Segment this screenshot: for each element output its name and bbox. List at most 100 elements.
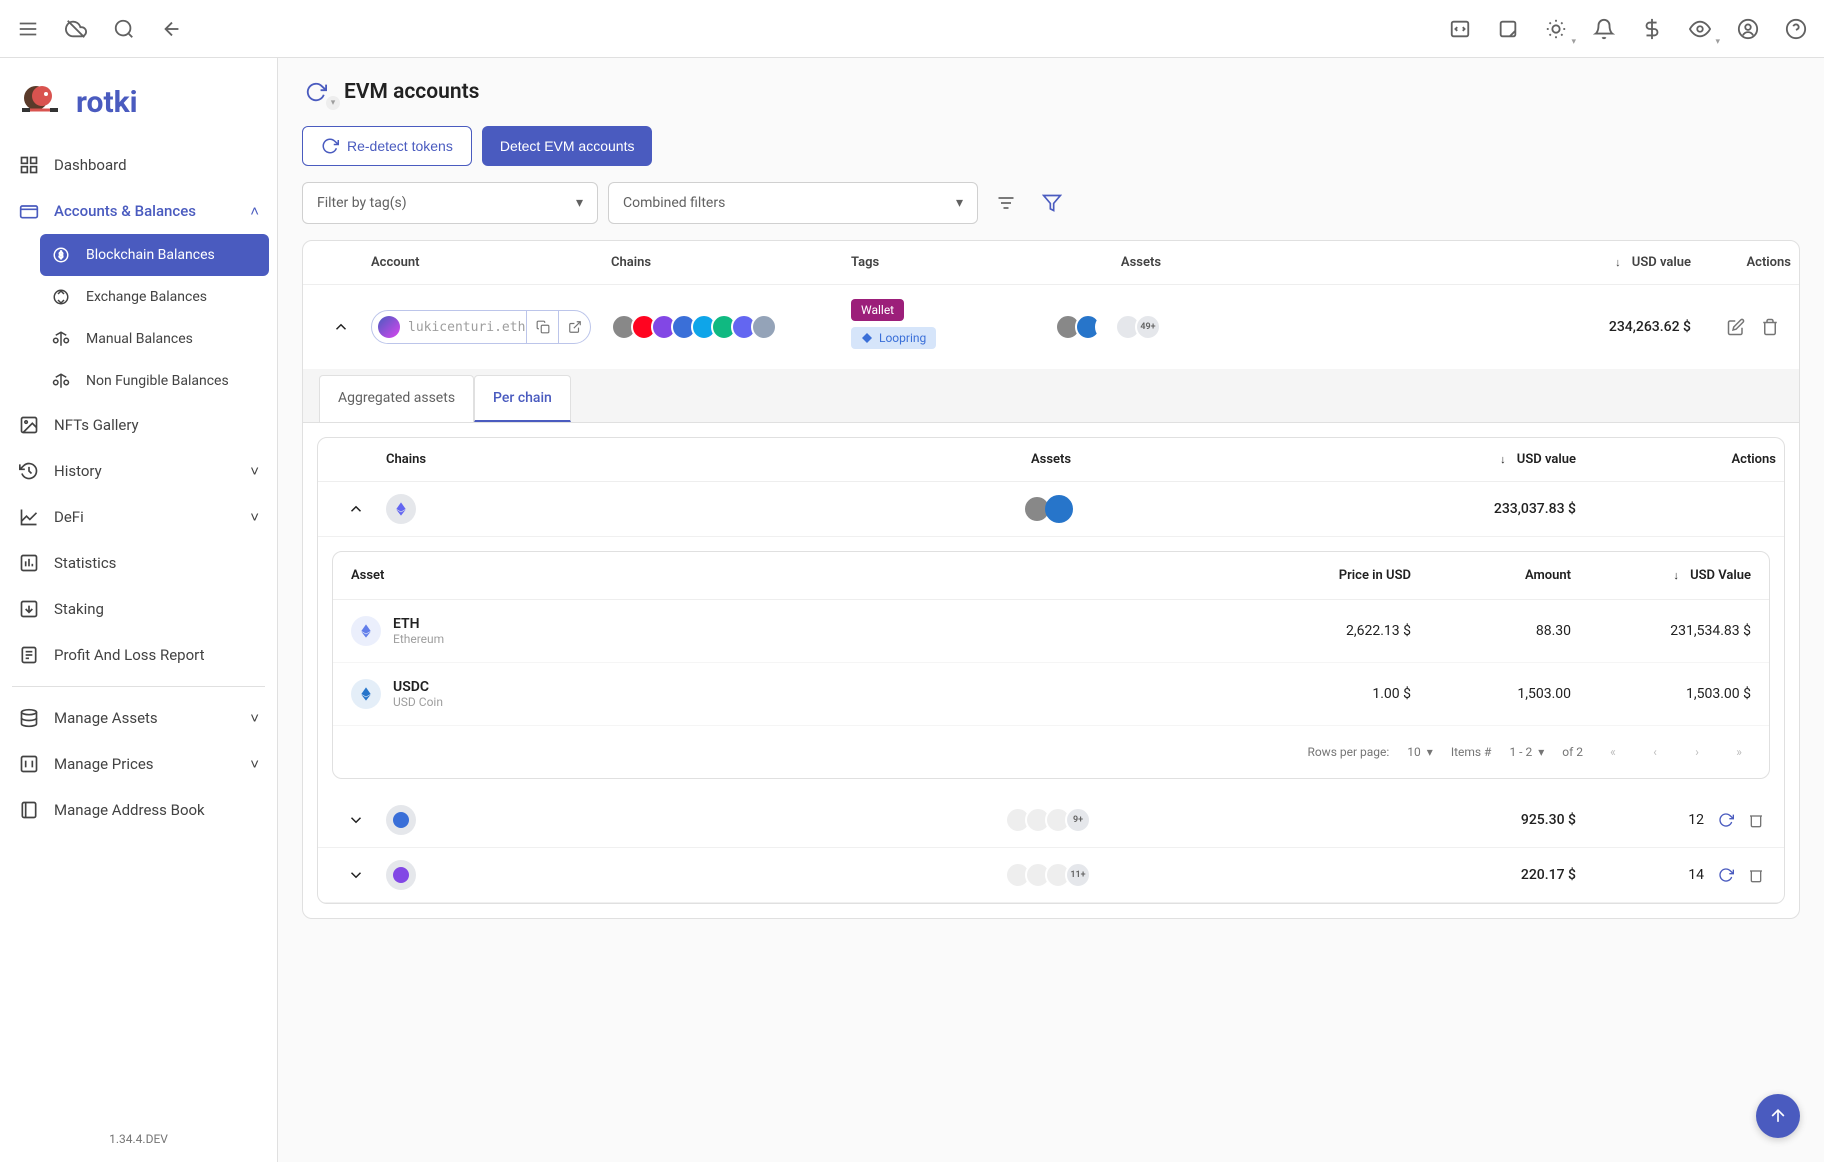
- account-icon[interactable]: [1736, 17, 1760, 41]
- eye-icon[interactable]: ▾: [1688, 17, 1712, 41]
- sidebar-item-label: Dashboard: [54, 156, 127, 174]
- detect-evm-button[interactable]: Detect EVM accounts: [482, 126, 653, 166]
- asset-price: 2,622.13 $: [1231, 623, 1411, 639]
- asset-symbol: ETH: [393, 616, 444, 632]
- chevron-down-icon: ˅: [250, 709, 259, 727]
- col-usd[interactable]: ↓ USD value: [1161, 255, 1691, 270]
- help-icon[interactable]: [1784, 17, 1808, 41]
- account-name: lukicenturi.eth: [400, 320, 526, 335]
- bell-icon[interactable]: [1592, 17, 1616, 41]
- rows-per-page-select[interactable]: 10 ▾: [1407, 745, 1433, 759]
- asset-icon: [351, 679, 381, 709]
- sidebar-item-nft-bal[interactable]: Non Fungible Balances: [40, 360, 269, 402]
- items-label: Items #: [1451, 745, 1492, 759]
- asset-amount: 1,503.00: [1411, 686, 1571, 702]
- logo-text: rotki: [76, 85, 138, 120]
- asset-breakdown-header: Asset Price in USD Amount ↓ USD Value: [333, 552, 1769, 600]
- currency-icon[interactable]: [1640, 17, 1664, 41]
- chevron-up-icon: ˄: [250, 202, 259, 220]
- sidebar-item-statistics[interactable]: Statistics: [8, 540, 269, 586]
- asset-breakdown-table: Asset Price in USD Amount ↓ USD Value ET…: [332, 551, 1770, 779]
- back-icon[interactable]: [160, 17, 184, 41]
- asset-usd: 231,534.83 $: [1571, 623, 1751, 639]
- chain-row-collapsed: 11+220.17 $14: [318, 848, 1784, 903]
- tag-wallet: Wallet: [851, 299, 904, 321]
- redetect-tokens-button[interactable]: Re-detect tokens: [302, 126, 472, 166]
- sidebar-item-defi[interactable]: DeFi˅: [8, 494, 269, 540]
- items-range-select[interactable]: 1 - 2 ▾: [1509, 745, 1544, 759]
- sidebar-item-label: Staking: [54, 600, 104, 618]
- collapse-icon[interactable]: [326, 500, 386, 518]
- asset-more-badge: 11+: [1065, 862, 1091, 888]
- expand-icon[interactable]: [326, 811, 386, 829]
- topbar-right: ▾ ▾: [1448, 17, 1808, 41]
- sidebar-item-accounts[interactable]: Accounts & Balances ˄: [8, 188, 269, 234]
- menu-icon[interactable]: [16, 17, 40, 41]
- cloud-off-icon[interactable]: [64, 17, 88, 41]
- chain-assets: [1029, 495, 1073, 523]
- sidebar-item-label: Accounts & Balances: [54, 202, 196, 220]
- sort-icon[interactable]: [988, 185, 1024, 221]
- sidebar-item-maddress[interactable]: Manage Address Book: [8, 787, 269, 833]
- sidebar-item-manual[interactable]: Manual Balances: [40, 318, 269, 360]
- sidebar-item-label: History: [54, 462, 102, 480]
- chain-icon: [386, 860, 416, 890]
- filter-tags-select[interactable]: Filter by tag(s) ▾: [302, 182, 598, 224]
- db-icon: [18, 707, 40, 729]
- delete-icon[interactable]: [1761, 318, 1779, 336]
- expand-icon[interactable]: [326, 866, 386, 884]
- sidebar-item-massets[interactable]: Manage Assets˅: [8, 695, 269, 741]
- search-icon[interactable]: [112, 17, 136, 41]
- chevron-down-icon: ˅: [250, 755, 259, 773]
- version-label: 1.34.4.DEV: [0, 1116, 277, 1162]
- bars-icon: [18, 552, 40, 574]
- delete-icon[interactable]: [1748, 867, 1764, 883]
- action-row: Re-detect tokens Detect EVM accounts: [302, 126, 1800, 166]
- refresh-icon[interactable]: [1718, 867, 1734, 883]
- last-page-icon[interactable]: »: [1727, 740, 1751, 764]
- redetect-label: Re-detect tokens: [347, 138, 453, 154]
- first-page-icon[interactable]: «: [1601, 740, 1625, 764]
- delete-icon[interactable]: [1748, 812, 1764, 828]
- sidebar-item-staking[interactable]: Staking: [8, 586, 269, 632]
- collapse-icon[interactable]: [311, 318, 371, 336]
- combined-filters-select[interactable]: Combined filters ▾: [608, 182, 978, 224]
- asset-icons: 49+: [1041, 314, 1161, 340]
- sidebar-item-pnl[interactable]: Profit And Loss Report: [8, 632, 269, 678]
- col-usdval[interactable]: ↓ USD Value: [1571, 568, 1751, 583]
- sidebar-item-label: DeFi: [54, 508, 84, 526]
- tab-per-chain[interactable]: Per chain: [474, 375, 571, 422]
- sidebar-item-history[interactable]: History˅: [8, 448, 269, 494]
- prev-page-icon[interactable]: ‹: [1643, 740, 1667, 764]
- sidebar-item-blockchain[interactable]: $Blockchain Balances: [40, 234, 269, 276]
- sidebar-item-nfts[interactable]: NFTs Gallery: [8, 402, 269, 448]
- scale-icon: [50, 328, 72, 350]
- chain-assets: 9+: [1011, 807, 1091, 833]
- tab-aggregated[interactable]: Aggregated assets: [319, 375, 474, 422]
- col-actions: Actions: [1691, 255, 1791, 270]
- scroll-top-fab[interactable]: [1756, 1094, 1800, 1138]
- asset-row: USDCUSD Coin1.00 $1,503.001,503.00 $: [333, 663, 1769, 726]
- note-icon[interactable]: [1496, 17, 1520, 41]
- wallet-icon: [18, 200, 40, 222]
- refresh-icon[interactable]: ▾: [302, 78, 330, 106]
- refresh-icon[interactable]: [1718, 812, 1734, 828]
- eth-chain-icon: [386, 494, 416, 524]
- chain-icon: [751, 314, 777, 340]
- chain-row-expanded: 233,037.83 $: [318, 482, 1784, 537]
- next-page-icon[interactable]: ›: [1685, 740, 1709, 764]
- scale-icon: [50, 370, 72, 392]
- external-link-icon[interactable]: [558, 311, 590, 343]
- combined-filters-label: Combined filters: [623, 195, 725, 211]
- copy-address-icon[interactable]: [526, 311, 558, 343]
- sidebar-item-exchange[interactable]: Exchange Balances: [40, 276, 269, 318]
- edit-icon[interactable]: [1727, 318, 1745, 336]
- code-icon[interactable]: [1448, 17, 1472, 41]
- chain-icon: [386, 805, 416, 835]
- brightness-icon[interactable]: ▾: [1544, 17, 1568, 41]
- sidebar-item-dashboard[interactable]: Dashboard: [8, 142, 269, 188]
- col-usd[interactable]: ↓ USD value: [1376, 452, 1576, 467]
- sidebar-item-mprices[interactable]: Manage Prices˅: [8, 741, 269, 787]
- page-title: EVM accounts: [344, 80, 479, 104]
- filter-icon[interactable]: [1034, 185, 1070, 221]
